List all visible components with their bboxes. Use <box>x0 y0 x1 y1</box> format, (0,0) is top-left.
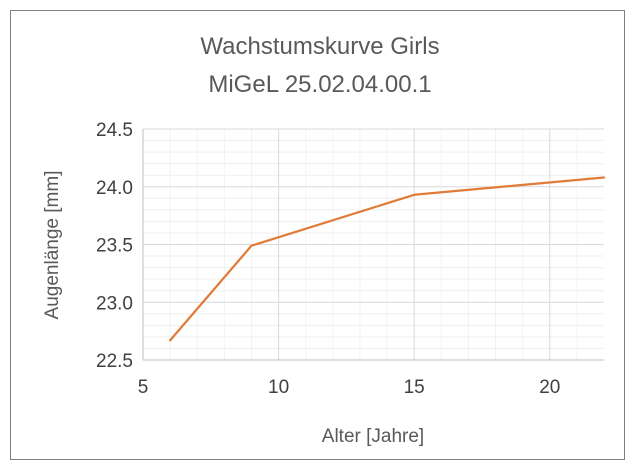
series-group <box>168 176 606 342</box>
chart-subtitle: MiGeL 25.02.04.00.1 <box>208 71 431 98</box>
x-tick-label: 15 <box>404 377 425 398</box>
major-gridlines <box>143 128 604 360</box>
x-tick-label: 10 <box>268 377 289 398</box>
x-tick-label: 5 <box>138 377 149 398</box>
x-axis-label: Alter [Jahre] <box>322 426 424 447</box>
y-tick-label: 23.5 <box>96 236 133 257</box>
y-tick-label: 24.0 <box>96 178 133 199</box>
series-line <box>168 176 606 342</box>
axes <box>142 129 604 361</box>
y-tick-label: 24.5 <box>96 120 133 141</box>
chart-title: Wachstumskurve Girls <box>200 33 439 60</box>
y-tick-label: 22.5 <box>96 351 133 372</box>
x-tick-label: 20 <box>539 377 560 398</box>
y-tick-labels: 22.5 23.0 23.5 24.0 24.5 <box>96 120 133 372</box>
y-axis-label: Augenlänge [mm] <box>42 171 63 320</box>
x-tick-labels: 5 10 15 20 <box>138 377 561 398</box>
y-tick-label: 23.0 <box>96 293 133 314</box>
